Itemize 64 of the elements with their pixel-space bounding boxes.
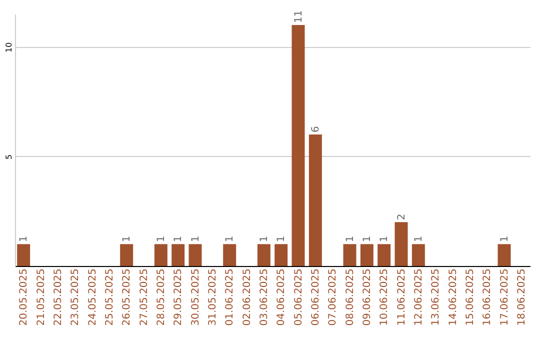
x-tick-label: 10.06.2025 bbox=[379, 268, 390, 326]
x-tick-label: 13.06.2025 bbox=[430, 268, 442, 326]
bar bbox=[154, 244, 168, 266]
x-tick-label: 25.05.2025 bbox=[104, 268, 116, 326]
bar bbox=[172, 244, 185, 266]
bar bbox=[360, 244, 374, 266]
x-tick-label: 16.06.2025 bbox=[482, 268, 494, 326]
data-label: 1 bbox=[122, 236, 133, 242]
bar bbox=[292, 24, 305, 266]
x-tick-label: 12.06.2025 bbox=[413, 268, 424, 326]
y-tick-label: 5 bbox=[4, 154, 14, 160]
bar bbox=[188, 244, 202, 266]
data-label: 1 bbox=[190, 236, 202, 242]
bar bbox=[412, 244, 425, 266]
bar bbox=[498, 244, 511, 266]
data-label: 1 bbox=[413, 236, 424, 242]
data-label: 1 bbox=[224, 236, 236, 242]
data-label: 2 bbox=[396, 214, 408, 220]
data-label: 1 bbox=[156, 236, 167, 242]
data-label: 1 bbox=[344, 236, 356, 242]
x-tick-label: 29.05.2025 bbox=[173, 268, 184, 326]
data-label: 1 bbox=[379, 236, 390, 242]
data-label: 6 bbox=[310, 126, 322, 133]
x-tick-label: 22.05.2025 bbox=[52, 268, 64, 326]
x-tick-label: 30.05.2025 bbox=[190, 268, 202, 326]
data-label: 1 bbox=[276, 236, 288, 242]
x-tick-label: 02.06.2025 bbox=[242, 268, 253, 326]
x-tick-label: 21.05.2025 bbox=[36, 268, 47, 326]
bar bbox=[394, 222, 408, 266]
x-tick-label: 03.06.2025 bbox=[258, 268, 270, 326]
x-tick-label: 06.06.2025 bbox=[310, 268, 322, 326]
x-tick-label: 08.06.2025 bbox=[344, 268, 356, 326]
x-tick-label: 11.06.2025 bbox=[396, 268, 408, 326]
bar bbox=[223, 244, 236, 266]
x-tick-label: 27.05.2025 bbox=[138, 268, 150, 326]
bar bbox=[378, 244, 391, 266]
x-tick-label: 01.06.2025 bbox=[224, 268, 236, 326]
x-tick-label: 24.05.2025 bbox=[87, 268, 98, 326]
x-tick-label: 31.05.2025 bbox=[207, 268, 218, 326]
x-tick-label: 05.06.2025 bbox=[293, 268, 304, 326]
data-label: 1 bbox=[362, 236, 373, 242]
bar bbox=[343, 244, 356, 266]
x-tick-label: 04.06.2025 bbox=[276, 268, 288, 326]
x-tick-label: 09.06.2025 bbox=[362, 268, 373, 326]
bar bbox=[308, 134, 322, 266]
x-tick-label: 07.06.2025 bbox=[328, 268, 339, 326]
x-tick-label: 18.06.2025 bbox=[516, 268, 528, 326]
data-label: 1 bbox=[258, 236, 270, 242]
data-label: 1 bbox=[18, 236, 30, 242]
x-tick-label: 28.05.2025 bbox=[156, 268, 167, 326]
y-tick-label: 10 bbox=[4, 42, 14, 52]
data-label: 11 bbox=[293, 10, 304, 23]
bar bbox=[17, 244, 30, 266]
bar bbox=[274, 244, 288, 266]
x-tick-label: 20.05.2025 bbox=[18, 268, 30, 326]
x-tick-label: 15.06.2025 bbox=[464, 268, 476, 326]
bar bbox=[257, 244, 270, 266]
x-tick-label: 26.05.2025 bbox=[122, 268, 133, 326]
x-tick-label: 23.05.2025 bbox=[70, 268, 82, 326]
bar bbox=[120, 244, 134, 266]
data-label: 1 bbox=[499, 236, 510, 242]
x-tick-label: 14.06.2025 bbox=[448, 268, 459, 326]
data-label: 1 bbox=[173, 236, 184, 242]
x-tick-label: 17.06.2025 bbox=[499, 268, 510, 326]
